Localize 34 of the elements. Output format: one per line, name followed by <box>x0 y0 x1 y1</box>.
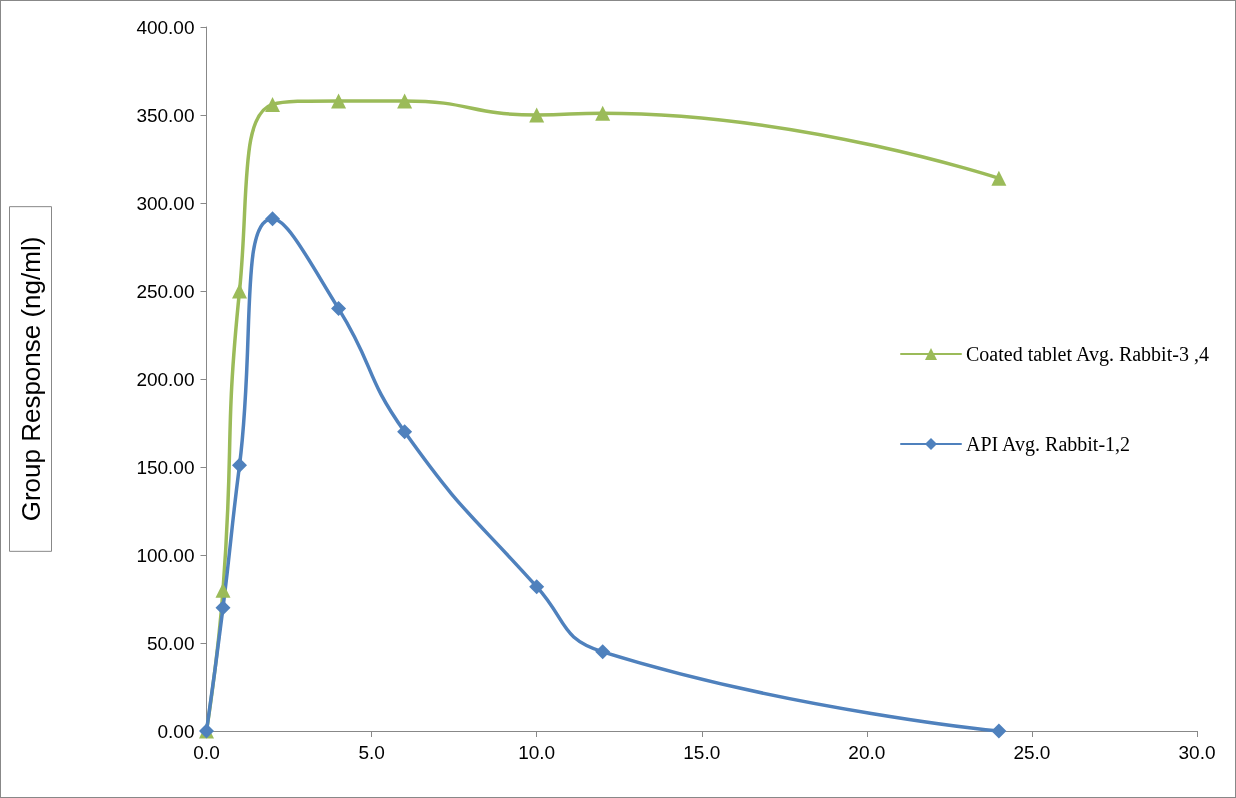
y-tick-label: 50.00 <box>146 632 195 654</box>
point <box>529 107 545 123</box>
y-tick-label: 100.00 <box>136 544 195 566</box>
x-tick-label: 30.0 <box>1178 742 1216 763</box>
point <box>991 723 1007 739</box>
x-tick-label: 5.0 <box>358 742 385 763</box>
point <box>215 600 231 616</box>
y-tick-label: 200.00 <box>136 368 195 390</box>
x-tick-label: 0.0 <box>193 742 220 763</box>
x-tick-label: 10.0 <box>518 742 556 763</box>
y-tick-label: 150.00 <box>136 456 195 478</box>
y-tick-label: 400.00 <box>136 16 195 38</box>
y-axis-title: Group Response (ng/ml) <box>15 236 46 522</box>
point <box>397 424 413 440</box>
x-tick-label: 20.0 <box>848 742 886 763</box>
y-tick-label: 300.00 <box>136 192 195 214</box>
point <box>991 170 1007 186</box>
y-tick-label: 0.00 <box>157 720 195 742</box>
y-tick-label: 350.00 <box>136 104 195 126</box>
point <box>595 644 611 660</box>
point <box>265 96 281 112</box>
x-tick-label: 15.0 <box>683 742 721 763</box>
point <box>232 457 248 473</box>
point <box>397 93 413 109</box>
point <box>595 105 611 121</box>
point <box>265 211 281 227</box>
y-tick-label: 250.00 <box>136 280 195 302</box>
point <box>331 93 347 109</box>
point <box>232 283 248 299</box>
point <box>529 579 545 595</box>
x-tick-label: 25.0 <box>1013 742 1051 763</box>
legend-label: Coated tablet Avg. Rabbit-3 ,4 <box>965 343 1209 366</box>
legend-label: API Avg. Rabbit-1,2 <box>965 433 1131 456</box>
point <box>331 301 347 317</box>
